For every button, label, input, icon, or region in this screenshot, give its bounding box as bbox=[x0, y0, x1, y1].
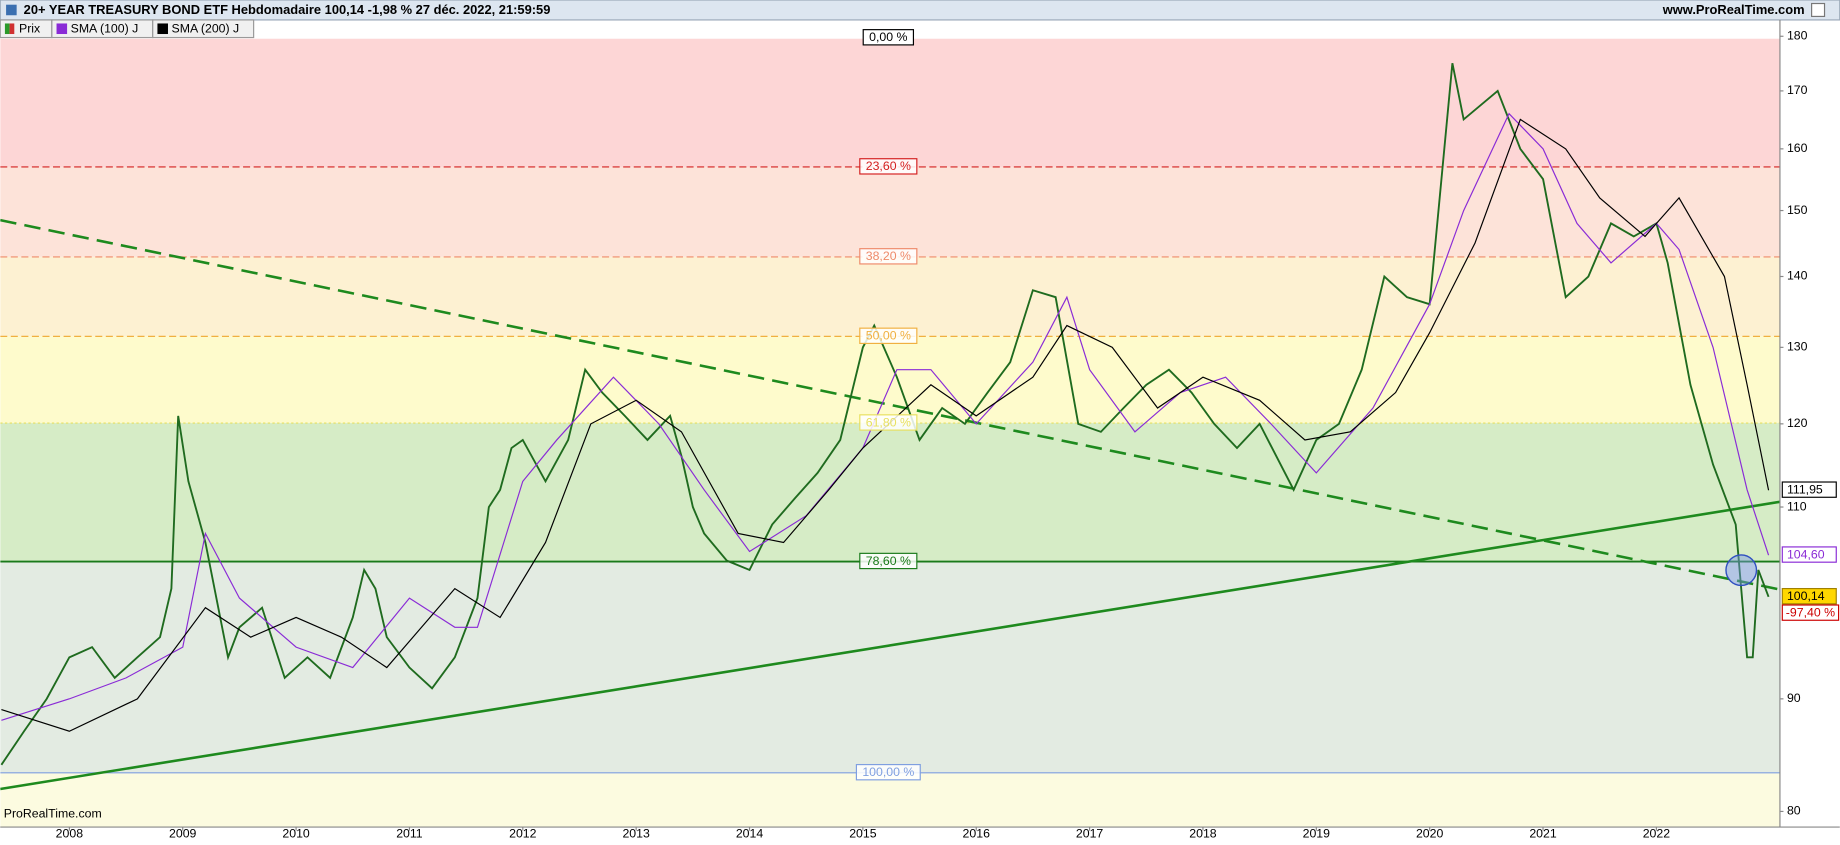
x-tick-label: 2016 bbox=[963, 826, 991, 840]
last-value-label: 104,60 bbox=[1787, 547, 1825, 561]
fib-label: 78,60 % bbox=[866, 554, 911, 568]
fib-zone bbox=[0, 38, 1780, 167]
x-tick-label: 2017 bbox=[1076, 826, 1104, 840]
fib-label-box bbox=[859, 552, 918, 570]
x-tick-label: 2013 bbox=[622, 826, 650, 840]
x-tick-label: 2021 bbox=[1529, 826, 1557, 840]
y-tick-label: 180 bbox=[1787, 29, 1808, 43]
fib-label-box bbox=[859, 414, 918, 431]
legend-label: Prix bbox=[19, 22, 41, 36]
y-tick-label: 150 bbox=[1787, 203, 1808, 217]
fib-label: 38,20 % bbox=[866, 249, 911, 263]
fib-label: 100,00 % bbox=[862, 765, 914, 779]
fib-label-box bbox=[855, 763, 921, 781]
fib-zone bbox=[0, 166, 1780, 257]
legend-label: SMA (200) J bbox=[172, 22, 240, 36]
fib-label-box bbox=[859, 327, 918, 344]
last-value-label: 100,14 bbox=[1787, 589, 1825, 603]
series-line bbox=[0, 63, 1770, 766]
y-tick-label: 90 bbox=[1787, 691, 1801, 705]
x-tick-label: 2012 bbox=[509, 826, 537, 840]
fib-zone bbox=[0, 256, 1780, 337]
x-tick-label: 2020 bbox=[1416, 826, 1444, 840]
legend-entry bbox=[152, 19, 255, 39]
series-line bbox=[1, 112, 1770, 721]
legend-label: SMA (100) J bbox=[71, 22, 139, 36]
y-tick-label: 120 bbox=[1787, 416, 1808, 430]
watermark: ProRealTime.com bbox=[4, 806, 102, 820]
legend-swatch bbox=[4, 23, 10, 35]
fib-label-box bbox=[859, 158, 918, 175]
x-tick-label: 2010 bbox=[282, 826, 310, 840]
x-tick-label: 2022 bbox=[1643, 826, 1671, 840]
y-tick-label: 160 bbox=[1787, 141, 1808, 155]
legend-swatch bbox=[56, 23, 68, 35]
last-value-box bbox=[1781, 481, 1837, 498]
series-line bbox=[1, 118, 1770, 732]
close-button[interactable] bbox=[1811, 2, 1826, 18]
fib-zone bbox=[0, 336, 1780, 424]
fib-zone bbox=[0, 423, 1780, 562]
plot-area bbox=[0, 38, 1780, 828]
position-label: -97,40 % bbox=[1786, 605, 1835, 619]
x-tick-label: 2019 bbox=[1303, 826, 1331, 840]
trendline bbox=[0, 500, 1780, 791]
fib-label-box bbox=[859, 248, 918, 265]
x-tick-label: 2018 bbox=[1189, 826, 1217, 840]
position-box bbox=[1781, 604, 1840, 621]
fib-label: 61,80 % bbox=[866, 415, 911, 429]
x-tick-label: 2014 bbox=[736, 826, 764, 840]
last-value-label: 111,95 bbox=[1787, 482, 1823, 496]
header-title: 20+ YEAR TREASURY BOND ETF Hebdomadaire … bbox=[24, 2, 551, 17]
y-tick-label: 130 bbox=[1787, 340, 1808, 354]
x-tick-label: 2009 bbox=[169, 826, 197, 840]
last-value-box bbox=[1781, 587, 1837, 605]
highlight-circle bbox=[1725, 554, 1758, 587]
fib-label: 0,00 % bbox=[869, 30, 907, 44]
legend-swatch bbox=[9, 23, 15, 35]
fib-zone bbox=[0, 772, 1780, 828]
header-site: www.ProRealTime.com bbox=[1662, 2, 1805, 17]
y-tick-label: 110 bbox=[1787, 499, 1807, 513]
fib-label: 50,00 % bbox=[866, 329, 911, 343]
legend-swatch bbox=[157, 23, 168, 35]
y-tick-label: 140 bbox=[1787, 269, 1808, 283]
x-tick-label: 2008 bbox=[56, 826, 84, 840]
fib-zone bbox=[0, 561, 1780, 773]
y-tick-label: 80 bbox=[1787, 804, 1801, 818]
last-value-box bbox=[1781, 546, 1837, 563]
fib-label-box bbox=[862, 29, 915, 46]
y-tick-label: 170 bbox=[1787, 83, 1808, 97]
trendline bbox=[0, 218, 1780, 591]
header-icon bbox=[6, 4, 17, 16]
fib-label: 23,60 % bbox=[866, 159, 911, 173]
x-tick-label: 2011 bbox=[396, 826, 423, 840]
x-tick-label: 2015 bbox=[849, 826, 877, 840]
